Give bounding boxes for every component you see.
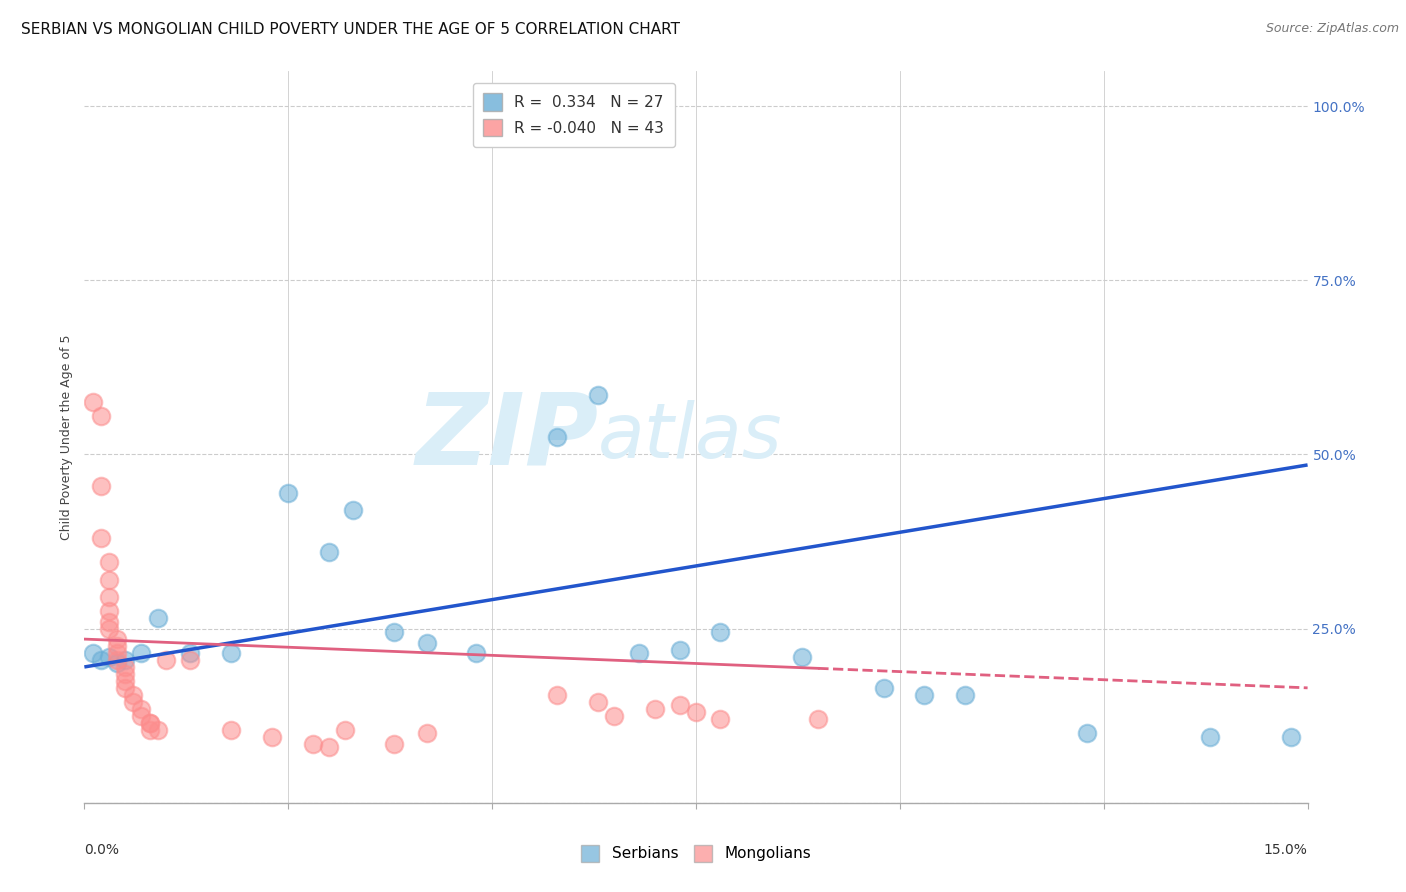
Point <box>105 639 128 653</box>
Point <box>114 660 136 674</box>
Point <box>155 653 177 667</box>
Point <box>1198 730 1220 744</box>
Point <box>627 646 650 660</box>
Point <box>131 646 153 660</box>
Point <box>82 646 104 660</box>
Point <box>546 688 568 702</box>
Text: 0.0%: 0.0% <box>84 843 120 857</box>
Point <box>90 653 112 667</box>
Point <box>342 503 364 517</box>
Point <box>90 409 112 424</box>
Point <box>277 485 299 500</box>
Legend: Serbians, Mongolians: Serbians, Mongolians <box>575 838 817 868</box>
Point <box>105 646 128 660</box>
Point <box>105 653 128 667</box>
Point <box>138 723 160 737</box>
Point <box>146 611 169 625</box>
Point <box>122 688 145 702</box>
Point <box>382 737 405 751</box>
Point <box>685 705 707 719</box>
Point <box>219 723 242 737</box>
Point <box>872 681 894 695</box>
Point <box>97 604 120 618</box>
Point <box>709 712 731 726</box>
Point <box>179 653 201 667</box>
Point <box>416 726 439 740</box>
Point <box>146 723 169 737</box>
Point <box>82 395 104 409</box>
Text: ZIP: ZIP <box>415 389 598 485</box>
Point <box>668 698 690 713</box>
Point <box>1279 730 1302 744</box>
Point <box>105 657 128 671</box>
Point <box>382 625 405 640</box>
Point <box>1076 726 1098 740</box>
Point <box>97 615 120 629</box>
Point <box>335 723 357 737</box>
Y-axis label: Child Poverty Under the Age of 5: Child Poverty Under the Age of 5 <box>60 334 73 540</box>
Point <box>416 635 439 649</box>
Text: 15.0%: 15.0% <box>1264 843 1308 857</box>
Point <box>97 573 120 587</box>
Text: atlas: atlas <box>598 401 783 474</box>
Text: Source: ZipAtlas.com: Source: ZipAtlas.com <box>1265 22 1399 36</box>
Point <box>138 715 160 730</box>
Point <box>131 708 153 723</box>
Point <box>790 649 813 664</box>
Point <box>97 591 120 605</box>
Point <box>97 556 120 570</box>
Point <box>644 702 666 716</box>
Point <box>807 712 830 726</box>
Point <box>709 625 731 640</box>
Point <box>219 646 242 660</box>
Point <box>114 667 136 681</box>
Point <box>105 632 128 646</box>
Point <box>668 642 690 657</box>
Point <box>464 646 486 660</box>
Point <box>114 673 136 688</box>
Point <box>90 531 112 545</box>
Point <box>912 688 935 702</box>
Point <box>122 695 145 709</box>
Point <box>318 740 340 755</box>
Point <box>586 695 609 709</box>
Point <box>97 649 120 664</box>
Point <box>603 708 626 723</box>
Point <box>131 702 153 716</box>
Point <box>179 646 201 660</box>
Point <box>953 688 976 702</box>
Point <box>114 653 136 667</box>
Point <box>318 545 340 559</box>
Point <box>586 388 609 402</box>
Point <box>97 622 120 636</box>
Point <box>90 479 112 493</box>
Point <box>301 737 323 751</box>
Text: SERBIAN VS MONGOLIAN CHILD POVERTY UNDER THE AGE OF 5 CORRELATION CHART: SERBIAN VS MONGOLIAN CHILD POVERTY UNDER… <box>21 22 681 37</box>
Point <box>546 430 568 444</box>
Point <box>138 715 160 730</box>
Point <box>260 730 283 744</box>
Point <box>114 681 136 695</box>
